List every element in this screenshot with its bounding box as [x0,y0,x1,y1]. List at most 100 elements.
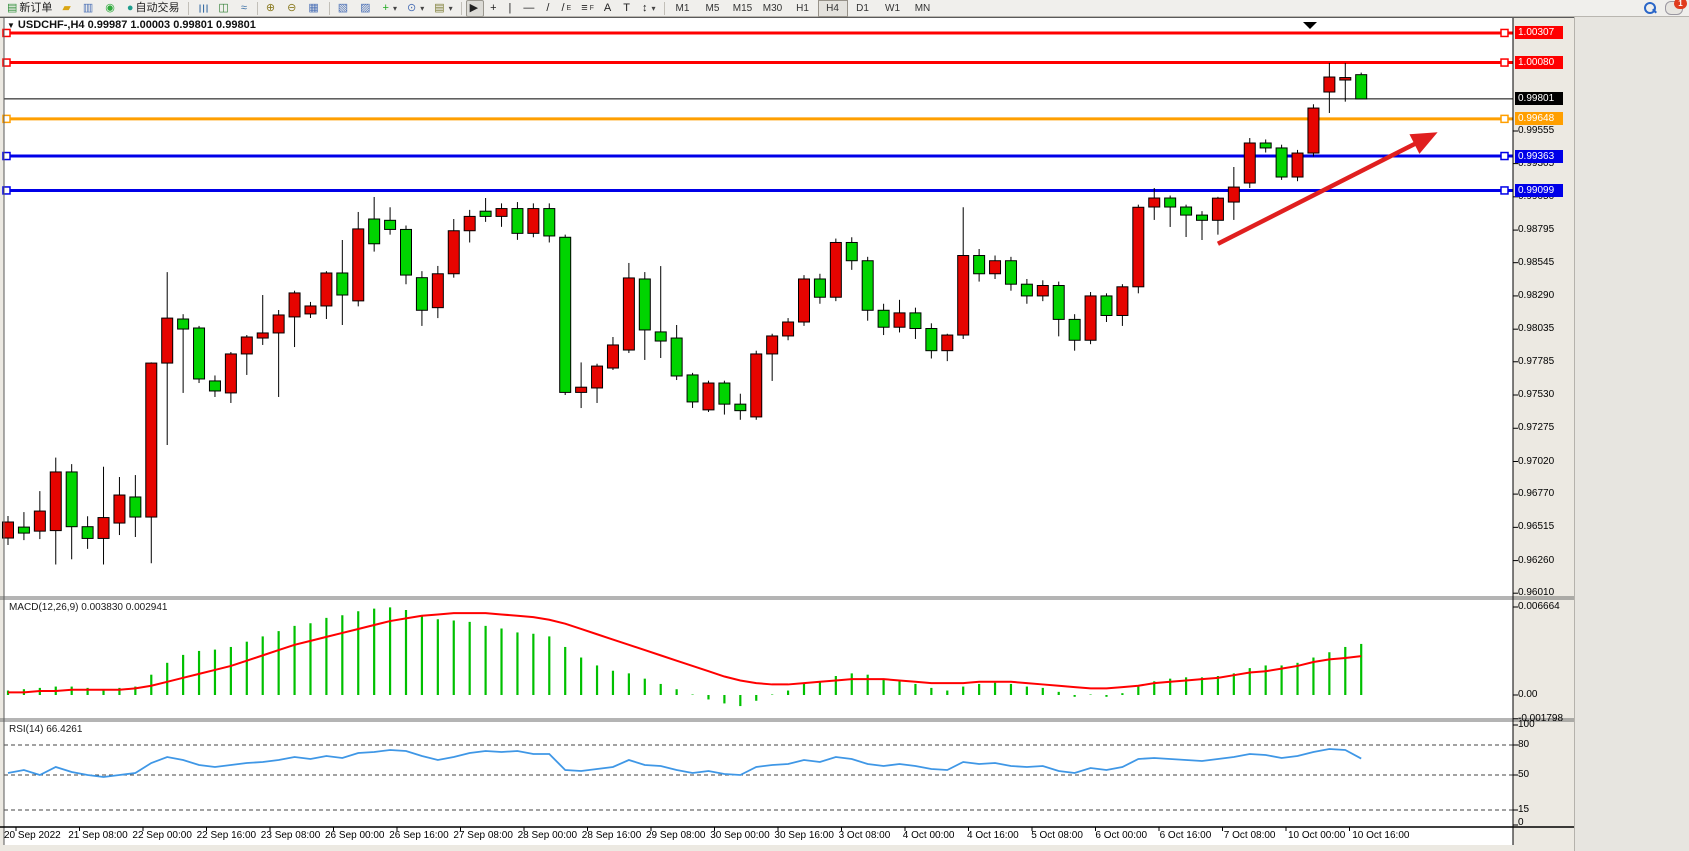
zoom-out-button[interactable]: ⊖ [283,0,302,17]
price-badge: 1.00307 [1515,26,1563,40]
cascade-charts-button[interactable]: ▨ [356,0,376,17]
price-tick-label: 0.97275 [1518,422,1555,434]
line-handle-right[interactable] [1500,186,1509,195]
macd-signal-line [8,612,1362,694]
line-handle-left[interactable] [2,151,11,161]
vline-button[interactable]: | [505,0,518,17]
dropdown-caret-icon[interactable]: ▾ [651,3,656,13]
add-indicator-button[interactable]: + ▾ [379,0,401,17]
timeframe-button-mn[interactable]: MN [914,2,931,14]
search-icon[interactable] [1643,1,1657,15]
line-chart-icon[interactable]: ≈ [237,0,253,17]
trendline-button[interactable]: / [542,0,555,17]
candlestick-chart-icon[interactable]: ◫ [214,0,234,17]
line-handle-left[interactable] [2,186,11,195]
chevron-down-icon[interactable]: ▼ [7,21,15,30]
price-tick-label: 0.97020 [1518,455,1555,467]
chart-window[interactable]: ▼ USDCHF-,H4 0.99987 1.00003 0.99801 0.99… [0,17,1689,851]
chat-icon[interactable]: 1 [1665,0,1687,15]
line-handle-right[interactable] [1500,58,1509,67]
chart-shift-marker[interactable] [1303,22,1317,29]
crosshair-button[interactable]: + [486,0,502,17]
zoom-out-icon: ⊖ [287,1,297,14]
candle-body-up [113,494,126,524]
candle-body-up [33,510,46,532]
dropdown-caret-icon[interactable]: ▾ [392,3,397,13]
chart-canvas[interactable] [0,17,1689,851]
candle-body-up [463,215,476,232]
vline-icon: | [508,1,512,14]
add-indicator-icon: + [382,1,389,14]
zoom-in-button[interactable]: ⊕ [262,0,281,17]
timeframe-button-m5[interactable]: M5 [705,2,720,14]
text-label-icon: T [623,1,630,14]
timeframe-button-m30[interactable]: M30 [762,2,783,14]
cascade-charts-icon: ▨ [360,1,371,14]
template-button[interactable]: ▤ ▾ [430,0,456,17]
profile-icon[interactable]: ▥ [79,0,99,17]
candle-body-up [1116,286,1129,316]
candle-body-up [941,334,954,352]
dropdown-caret-icon[interactable]: ▾ [420,3,425,13]
candle-body-down [734,403,747,412]
macd-tick-label: 0.00 [1518,689,1538,700]
new-order-button[interactable]: ▤ 新订单 [3,0,56,17]
timeframe-button-d1[interactable]: D1 [856,2,869,14]
price-tick-label: 0.98290 [1518,289,1555,301]
line-handle-left[interactable] [2,58,11,67]
date-label: 22 Sep 16:00 [196,830,257,841]
candle-body-up [893,312,906,328]
toolbar-separator [663,1,665,15]
equidistant-channel-button[interactable]: / E [561,1,572,14]
toolbar-separator [256,1,258,15]
gold-icon[interactable]: ▰ [58,0,76,17]
trend-arrow-shaft[interactable] [1216,139,1421,246]
candle-body-down [1004,260,1017,285]
tile-windows-button[interactable]: ▦ [304,0,324,17]
fibonacci-button[interactable]: ≡ F [581,1,594,14]
arrows-button[interactable]: ↕ ▾ [638,0,660,17]
period-button[interactable]: ⊙ ▾ [403,0,428,17]
dropdown-caret-icon[interactable]: ▾ [448,3,453,13]
date-label: 4 Oct 16:00 [967,830,1019,841]
timeframe-button-h1[interactable]: H1 [796,2,809,14]
text-label-button[interactable]: T [619,0,636,17]
line-handle-right[interactable] [1500,151,1509,161]
candle-body-up [1132,206,1145,288]
candle-body-down [400,228,412,276]
arrange-charts-button[interactable]: ▧ [334,0,354,17]
toolbar-right: 1 [1643,0,1687,15]
candle-body-up [622,277,635,351]
timeframe-button-w1[interactable]: W1 [885,2,900,14]
text-icon: A [603,1,612,14]
cursor-button[interactable]: ▶ [465,0,485,17]
line-handle-left[interactable] [2,114,11,124]
candle-body-up [495,208,508,217]
autotrade-button[interactable]: ● 自动交易 [123,0,184,17]
timeframe-button-m1[interactable]: M1 [675,2,690,14]
candle-body-down [559,236,572,393]
signal-icon[interactable]: ◉ [101,0,121,17]
candle-body-down [208,380,221,392]
candle-body-up [798,278,810,323]
line-handle-left[interactable] [2,28,11,38]
price-badge: 0.99363 [1515,149,1563,163]
line-handle-right[interactable] [1500,114,1509,124]
candle-body-down [973,255,986,275]
candle-body-up [1084,295,1097,341]
trend-arrow-head[interactable] [1409,132,1438,154]
date-label: 26 Sep 16:00 [389,830,449,841]
timeframe-button-h4[interactable]: H4 [817,0,848,17]
candle-body-up [49,471,62,532]
timeframe-button-m15[interactable]: M15 [732,2,753,14]
candle-body-up [957,255,970,336]
candle-body-up [702,382,715,411]
hline-button[interactable]: — [519,0,540,17]
text-button[interactable]: A [600,0,617,17]
bar-chart-icon[interactable]: ☰ [193,0,213,17]
candle-body-down [1020,283,1033,297]
line-handle-right[interactable] [1500,28,1509,38]
date-label: 6 Oct 16:00 [1159,830,1212,841]
date-label: 27 Sep 08:00 [453,830,513,841]
